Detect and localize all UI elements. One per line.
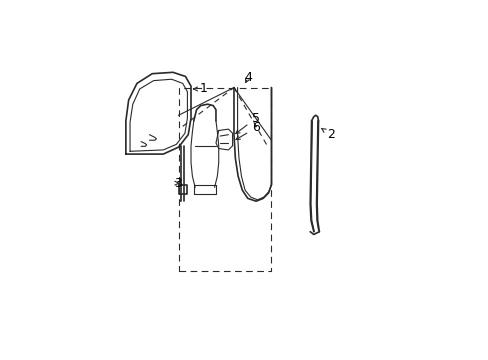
Text: 5: 5 [235, 112, 260, 134]
Text: 4: 4 [244, 71, 251, 84]
Text: 3: 3 [174, 177, 182, 190]
Text: 1: 1 [193, 82, 207, 95]
Text: 2: 2 [321, 128, 334, 141]
Text: 6: 6 [236, 121, 259, 140]
